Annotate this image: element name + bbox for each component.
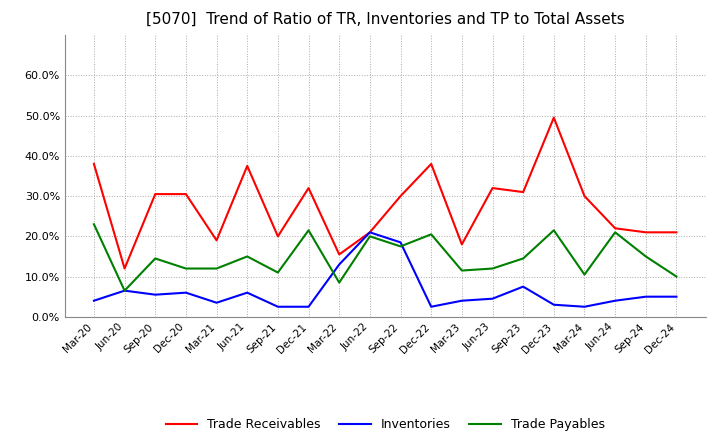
Trade Receivables (427, 161, 436, 167)
Trade Receivables (642, 230, 650, 235)
Trade Payables (519, 256, 528, 261)
Trade Payables (335, 280, 343, 285)
Trade Receivables (488, 185, 497, 191)
Inventories (642, 294, 650, 299)
Trade Payables (243, 254, 251, 259)
Inventories (243, 290, 251, 295)
Trade Payables (305, 227, 313, 233)
Inventories (457, 298, 466, 303)
Trade Receivables (457, 242, 466, 247)
Trade Payables (89, 222, 98, 227)
Trade Payables (642, 254, 650, 259)
Inventories (672, 294, 681, 299)
Inventories (335, 262, 343, 267)
Trade Receivables (519, 190, 528, 195)
Trade Receivables (305, 185, 313, 191)
Inventories (611, 298, 619, 303)
Title: [5070]  Trend of Ratio of TR, Inventories and TP to Total Assets: [5070] Trend of Ratio of TR, Inventories… (146, 12, 624, 27)
Line: Trade Payables: Trade Payables (94, 224, 677, 291)
Inventories (549, 302, 558, 308)
Trade Payables (427, 232, 436, 237)
Trade Receivables (181, 191, 190, 197)
Trade Receivables (89, 161, 98, 167)
Inventories (151, 292, 160, 297)
Inventories (305, 304, 313, 309)
Trade Payables (181, 266, 190, 271)
Trade Receivables (120, 266, 129, 271)
Trade Payables (580, 272, 589, 277)
Trade Payables (274, 270, 282, 275)
Inventories (120, 288, 129, 293)
Trade Receivables (672, 230, 681, 235)
Inventories (580, 304, 589, 309)
Trade Payables (672, 274, 681, 279)
Trade Payables (488, 266, 497, 271)
Trade Payables (457, 268, 466, 273)
Line: Trade Receivables: Trade Receivables (94, 117, 677, 268)
Inventories (396, 240, 405, 245)
Trade Receivables (212, 238, 221, 243)
Inventories (519, 284, 528, 289)
Line: Inventories: Inventories (94, 232, 677, 307)
Trade Payables (120, 288, 129, 293)
Trade Receivables (549, 115, 558, 120)
Trade Payables (366, 234, 374, 239)
Inventories (274, 304, 282, 309)
Trade Receivables (396, 194, 405, 199)
Trade Receivables (611, 226, 619, 231)
Inventories (366, 230, 374, 235)
Trade Receivables (366, 230, 374, 235)
Inventories (488, 296, 497, 301)
Inventories (427, 304, 436, 309)
Inventories (181, 290, 190, 295)
Trade Receivables (243, 163, 251, 169)
Trade Payables (611, 230, 619, 235)
Trade Receivables (580, 194, 589, 199)
Trade Payables (549, 227, 558, 233)
Inventories (89, 298, 98, 303)
Trade Payables (396, 244, 405, 249)
Trade Receivables (335, 252, 343, 257)
Legend: Trade Receivables, Inventories, Trade Payables: Trade Receivables, Inventories, Trade Pa… (161, 413, 610, 436)
Trade Receivables (151, 191, 160, 197)
Inventories (212, 300, 221, 305)
Trade Receivables (274, 234, 282, 239)
Trade Payables (151, 256, 160, 261)
Trade Payables (212, 266, 221, 271)
